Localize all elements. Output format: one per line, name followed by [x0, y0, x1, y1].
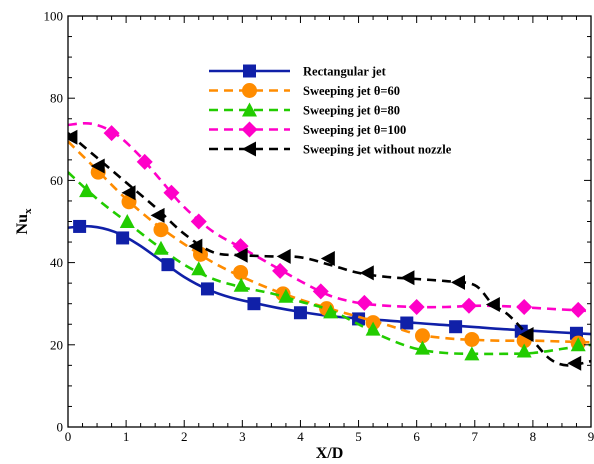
series-2-point: [233, 264, 249, 280]
legend-label: Sweeping jet without nozzle: [303, 143, 452, 157]
series-4-point: [516, 298, 533, 315]
x-tick-label: 0: [65, 429, 72, 444]
series-4-point: [163, 184, 180, 201]
y-tick-label: 20: [50, 337, 63, 352]
series-layer: [68, 121, 591, 371]
legend-marker: [241, 121, 258, 138]
x-tick-label: 2: [181, 429, 188, 444]
series-4-point: [272, 262, 289, 279]
series-4-point: [570, 301, 587, 318]
series-1: [68, 219, 591, 340]
y-tick-label: 40: [50, 255, 63, 270]
legend-item-1: Rectangular jet: [209, 64, 387, 79]
series-4-point: [312, 283, 329, 300]
series-3-point: [79, 183, 95, 198]
series-3-point: [464, 346, 480, 361]
legend-label: Sweeping jet θ=60: [303, 84, 400, 98]
x-axis-title: X/D: [316, 445, 344, 462]
series-5-point: [150, 207, 165, 223]
series-1-point: [400, 316, 414, 330]
series-5-point: [400, 270, 415, 286]
y-tick-label: 100: [44, 9, 64, 24]
y-axis-title: Nux: [14, 208, 34, 234]
series-1-point: [200, 282, 214, 296]
y-tick-label: 80: [50, 91, 63, 106]
legend-marker: [242, 141, 256, 157]
series-4-point: [190, 213, 207, 230]
series-4-point: [103, 125, 120, 142]
y-axis-title-main: Nu: [14, 214, 31, 235]
series-5-point: [276, 248, 291, 264]
series-3-point: [233, 277, 249, 292]
y-tick-label: 60: [50, 173, 63, 188]
x-tick-label: 6: [413, 429, 420, 444]
series-2-point: [414, 328, 430, 344]
legend-item-3: Sweeping jet θ=80: [209, 102, 400, 118]
series-5-point: [90, 158, 105, 174]
series-4-line: [68, 121, 591, 313]
series-3-point: [191, 261, 207, 276]
series-1-point: [161, 258, 175, 272]
legend-label: Rectangular jet: [303, 65, 387, 79]
series-3-point: [414, 340, 430, 355]
x-tick-label: 3: [239, 429, 246, 444]
legend-item-2: Sweeping jet θ=60: [209, 83, 400, 98]
series-5-point: [519, 327, 534, 343]
legend-item-5: Sweeping jet without nozzle: [209, 141, 452, 157]
legend: Rectangular jet Sweeping jet θ=60 Sweeping…: [209, 64, 452, 157]
series-3-point: [119, 214, 135, 228]
series-5-point: [359, 265, 374, 281]
legend-label: Sweeping jet θ=100: [303, 123, 406, 137]
y-axis-title-subscript: x: [22, 208, 34, 214]
y-tick-label: 0: [57, 420, 64, 435]
series-3-point: [323, 304, 339, 319]
series-1-point: [449, 320, 463, 334]
series-1-point: [73, 219, 87, 233]
axes-layer: 0 1 2 3 4 5 6 7 8 9 0 20 40 60 80 100: [44, 9, 594, 445]
series-2-point: [153, 222, 169, 238]
series-3: [68, 171, 591, 361]
series-3-point: [570, 337, 586, 352]
series-5-point: [188, 238, 203, 254]
series-5: [68, 129, 591, 371]
x-tick-label: 1: [123, 429, 130, 444]
series-5-point: [320, 250, 335, 266]
x-tick-label: 4: [297, 429, 304, 444]
legend-marker: [243, 64, 256, 78]
series-3-point: [365, 321, 381, 336]
x-tick-label: 9: [588, 429, 594, 444]
x-tick-label: 7: [472, 429, 479, 444]
series-2: [68, 140, 591, 351]
series-1-point: [293, 306, 307, 320]
x-tick-label: 8: [530, 429, 537, 444]
legend-item-4: Sweeping jet θ=100: [209, 121, 406, 138]
legend-label: Sweeping jet θ=80: [303, 104, 400, 118]
legend-marker: [242, 83, 257, 98]
series-4-point: [408, 298, 425, 315]
series-4-point: [356, 294, 373, 311]
series-1-point: [247, 297, 261, 311]
series-5-point: [567, 355, 582, 371]
series-5-point: [68, 129, 78, 145]
legend-marker: [242, 102, 257, 117]
series-3-point: [516, 343, 532, 358]
series-1-point: [116, 231, 130, 245]
series-5-point: [485, 297, 500, 313]
series-5-point: [233, 247, 248, 263]
series-5-point: [451, 274, 466, 290]
series-3-point: [153, 240, 169, 255]
x-tick-label: 5: [355, 429, 362, 444]
series-5-point: [121, 185, 136, 201]
series-4: [68, 121, 591, 318]
series-3-point: [278, 288, 294, 303]
series-2-point: [464, 331, 480, 347]
series-4-point: [136, 153, 153, 170]
series-4-point: [460, 297, 477, 314]
